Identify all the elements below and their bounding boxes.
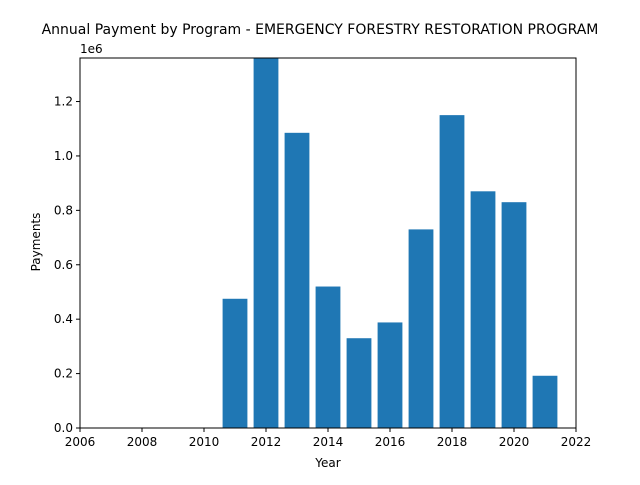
x-tick-label: 2022 [561,435,592,449]
x-tick-label: 2014 [313,435,344,449]
chart-title: Annual Payment by Program - EMERGENCY FO… [42,22,599,38]
y-tick-label: 0.0 [54,421,73,435]
x-axis-ticks: 2006 2008 2010 2012 2014 2016 2018 2020 2022 [65,428,592,449]
bar-2012 [253,58,279,428]
y-tick-label: 0.4 [54,312,73,326]
plot-frame [79,57,577,429]
bar-2020 [501,202,527,428]
bar-2021 [532,375,558,428]
y-axis-label: Payments [29,213,43,272]
bar-2019 [470,191,496,428]
y-tick-label: 1.2 [54,95,73,109]
y-axis-ticks: 0.0 0.2 0.4 0.6 0.8 1.0 1.2 [54,95,80,435]
y-tick-label: 1.0 [54,149,73,163]
bar-2015 [346,338,372,428]
x-tick-label: 2016 [375,435,406,449]
bar-2017 [408,229,434,428]
bar-2013 [284,132,310,429]
y-axis-offset-label: 1e6 [80,42,103,56]
x-tick-label: 2012 [251,435,282,449]
bar-2014 [315,286,341,428]
y-tick-label: 0.6 [54,258,73,272]
x-tick-label: 2018 [437,435,468,449]
bar-2016 [377,322,403,428]
y-tick-label: 0.2 [54,367,73,381]
x-axis-label: Year [314,456,340,470]
x-tick-label: 2020 [499,435,530,449]
bar-2011 [222,298,248,428]
x-tick-label: 2008 [127,435,158,449]
x-tick-label: 2010 [189,435,220,449]
bar-2018 [439,115,465,428]
y-tick-label: 0.8 [54,203,73,217]
x-tick-label: 2006 [65,435,96,449]
bars-layer [222,58,558,429]
